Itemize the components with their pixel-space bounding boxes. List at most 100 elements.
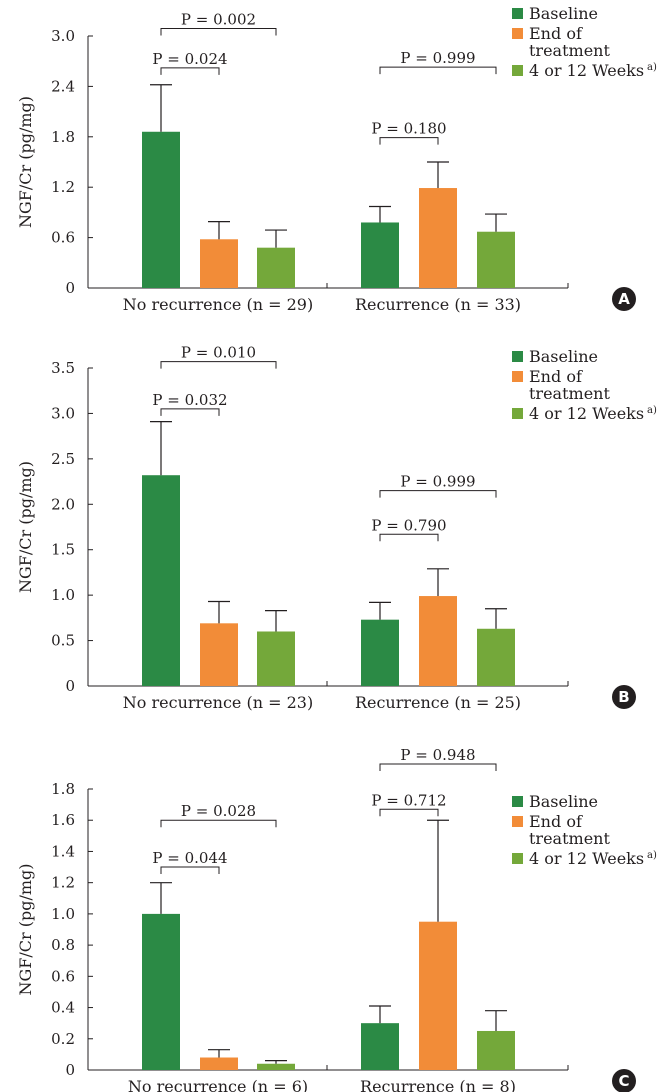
bar-end-of-treatment — [200, 623, 238, 686]
category-label: No recurrence (n = 6) — [128, 1077, 308, 1092]
legend-superscript: a) — [647, 62, 657, 73]
bar-baseline — [361, 619, 399, 686]
legend-label: Baseline — [529, 4, 598, 23]
y-tick-label: 1.0 — [51, 905, 75, 923]
chart-panel-a: 0 0.6 1.2 1.8 2.4 3.0 NGF/Cr (pg/mg) No recurre… — [16, 4, 657, 314]
p-value-label: P = 0.028 — [181, 802, 256, 820]
bar-baseline — [142, 913, 180, 1070]
y-tick-label: 3.0 — [51, 27, 75, 45]
y-tick-label: 1.2 — [51, 874, 75, 892]
p-value-label: P = 0.044 — [152, 849, 227, 867]
legend-label: Baseline — [529, 347, 598, 366]
panel-badge — [612, 1069, 636, 1092]
bar-weeks — [257, 247, 295, 288]
bar-weeks — [477, 1030, 515, 1070]
chart-panel-b: 0 0.5 1.0 1.5 2.0 2.5 3.0 3.5 NGF/Cr (pg/mg) No r… — [16, 344, 657, 712]
significance-bracket — [379, 533, 439, 542]
legend-swatch-weeks — [512, 853, 523, 864]
y-axis-label: NGF/Cr (pg/mg) — [16, 461, 35, 593]
p-value-label: P = 0.948 — [400, 746, 475, 764]
category-label: No recurrence (n = 29) — [123, 295, 313, 314]
y-tick-label: 0.2 — [51, 1030, 75, 1048]
significance-bracket — [379, 490, 497, 498]
bar-end-of-treatment — [419, 188, 457, 288]
legend-swatch-weeks — [512, 408, 523, 419]
legend-swatch-end-of-treatment — [512, 816, 523, 827]
panel-badge — [612, 287, 636, 311]
significance-bracket — [160, 819, 277, 828]
p-value-label: P = 0.002 — [181, 10, 256, 28]
significance-bracket — [379, 763, 497, 772]
p-value-label: P = 0.712 — [371, 791, 446, 809]
y-tick-label: 0.4 — [51, 999, 75, 1017]
bar-end-of-treatment — [200, 239, 238, 288]
legend-label: treatment — [529, 384, 610, 403]
panel-badge-letter: C — [618, 1072, 629, 1090]
category-label: No recurrence (n = 23) — [123, 693, 313, 712]
bar-baseline — [361, 222, 399, 288]
bar-weeks — [257, 631, 295, 686]
y-tick-label: 0.6 — [51, 229, 75, 247]
significance-bracket — [160, 67, 220, 75]
y-axis-label: NGF/Cr (pg/mg) — [16, 96, 35, 228]
legend-label: End of — [529, 24, 583, 43]
p-value-label: P = 0.999 — [400, 473, 475, 491]
bar-baseline — [142, 475, 180, 686]
y-tick-label: 3.0 — [51, 404, 75, 422]
y-tick-label: 1.0 — [51, 586, 75, 604]
significance-bracket — [160, 361, 277, 369]
p-value-label: P = 0.032 — [152, 391, 227, 409]
chart-panel-c: 0 0.2 0.4 0.6 0.8 1.0 1.2 1.4 1.6 1.8 NGF/Cr (pg/m… — [16, 746, 657, 1092]
y-tick-label: 1.8 — [51, 128, 75, 146]
panel-badge-letter: A — [618, 290, 630, 308]
p-value-label: P = 0.999 — [400, 49, 475, 67]
category-label: Recurrence (n = 8) — [360, 1077, 516, 1092]
legend-swatch-baseline — [512, 351, 523, 362]
y-tick-label: 1.6 — [51, 811, 75, 829]
y-tick-label: 0.6 — [51, 967, 75, 985]
y-tick-label: 0 — [65, 677, 75, 695]
significance-bracket — [160, 866, 220, 875]
y-tick-label: 0 — [65, 1061, 75, 1079]
legend-swatch-baseline — [512, 8, 523, 19]
legend-superscript: a) — [647, 405, 657, 416]
panel-badge — [612, 685, 636, 709]
bar-weeks — [257, 1063, 295, 1070]
p-value-label: P = 0.180 — [371, 120, 446, 138]
legend-label: End of — [529, 367, 583, 386]
bar-baseline — [361, 1023, 399, 1070]
y-tick-label: 0.5 — [51, 632, 75, 650]
legend-label: treatment — [529, 829, 610, 848]
legend-label: 4 or 12 Weeks — [529, 849, 644, 868]
bar-weeks — [477, 231, 515, 288]
legend-swatch-end-of-treatment — [512, 371, 523, 382]
panel-badge-letter: B — [618, 688, 629, 706]
y-tick-label: 2.4 — [51, 77, 75, 95]
y-tick-label: 3.5 — [51, 359, 75, 377]
legend-label: treatment — [529, 41, 610, 60]
y-tick-label: 2.0 — [51, 495, 75, 513]
bar-end-of-treatment — [200, 1057, 238, 1070]
significance-bracket — [379, 66, 497, 75]
y-tick-label: 0 — [65, 279, 75, 297]
bar-weeks — [477, 628, 515, 686]
legend-swatch-end-of-treatment — [512, 28, 523, 39]
category-label: Recurrence (n = 25) — [355, 693, 521, 712]
p-value-label: P = 0.010 — [181, 344, 256, 362]
bar-baseline — [142, 131, 180, 288]
legend-label: Baseline — [529, 792, 598, 811]
bar-end-of-treatment — [419, 596, 457, 686]
y-tick-label: 1.2 — [51, 178, 75, 196]
significance-bracket — [379, 137, 439, 145]
legend-label: 4 or 12 Weeks — [529, 61, 644, 80]
y-axis-label: NGF/Cr (pg/mg) — [16, 863, 35, 995]
category-label: Recurrence (n = 33) — [355, 295, 521, 314]
legend-swatch-weeks — [512, 65, 523, 76]
legend-label: 4 or 12 Weeks — [529, 404, 644, 423]
p-value-label: P = 0.024 — [152, 50, 227, 68]
p-value-label: P = 0.790 — [371, 516, 446, 534]
significance-bracket — [160, 27, 277, 36]
